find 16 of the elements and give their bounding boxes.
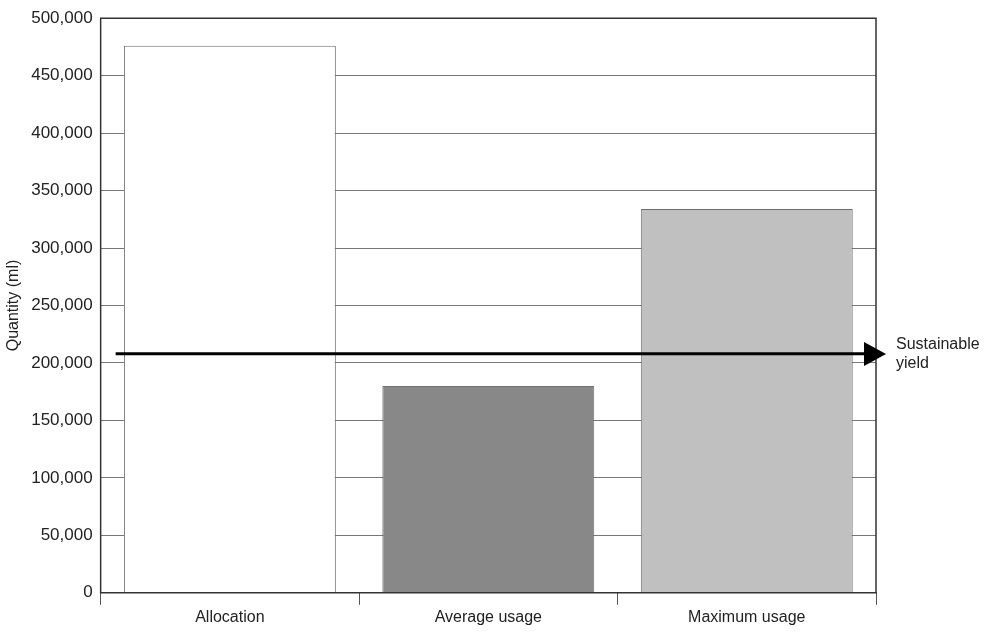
y-tick-label: 500,000 [31,7,93,27]
y-tick-label: 200,000 [31,352,93,372]
x-tick-label: Maximum usage [688,607,806,625]
y-tick-label: 250,000 [31,295,93,315]
y-tick-label: 350,000 [31,180,93,200]
x-tick-label: Average usage [434,607,543,625]
y-axis-title: Quantity (ml) [4,259,22,352]
x-tick-label: Allocation [195,607,265,625]
y-tick-label: 450,000 [31,65,93,85]
y-tick-label: 150,000 [31,410,93,430]
y-tick-label: 50,000 [40,525,93,545]
y-tick-label: 300,000 [31,237,93,257]
ref-line-label: Sustainable yield [896,334,980,371]
y-tick-label: 0 [83,582,93,602]
y-tick-label: 100,000 [31,467,93,487]
y-tick-label: 400,000 [31,122,93,142]
